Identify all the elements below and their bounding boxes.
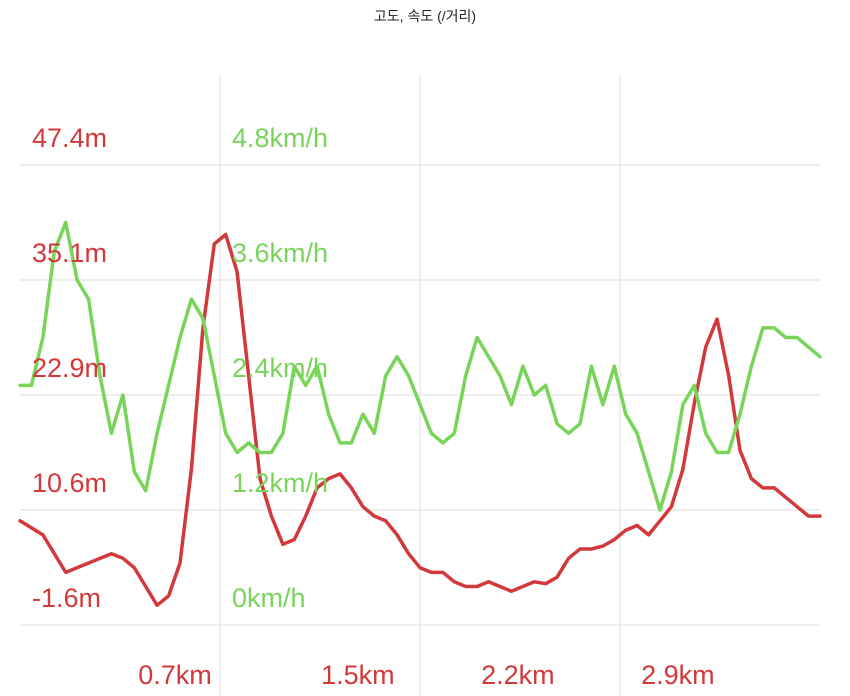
elevation-series-line [18, 232, 822, 608]
speed-series-line [18, 220, 822, 512]
y-right-tick-label: 1.2km/h [232, 468, 328, 498]
tick-labels: -1.6m 10.6m 22.9m 35.1m 47.4m 0km/h 1.2km/h 2.4… [32, 123, 715, 690]
chart-title: 고도, 속도 (/거리) [373, 8, 477, 24]
x-tick-label: 2.2km [481, 660, 555, 690]
grid [20, 75, 820, 696]
x-tick-label: 1.5km [321, 660, 395, 690]
y-right-tick-label: 2.4km/h [232, 353, 328, 383]
series-layer [18, 220, 822, 608]
x-tick-label: 2.9km [641, 660, 715, 690]
y-right-tick-label: 4.8km/h [232, 123, 328, 153]
x-tick-label: 0.7km [138, 660, 212, 690]
y-left-tick-label: 35.1m [32, 238, 107, 268]
y-left-tick-label: -1.6m [32, 583, 101, 613]
y-left-tick-label: 10.6m [32, 468, 107, 498]
y-left-tick-label: 22.9m [32, 353, 107, 383]
y-right-tick-label: 0km/h [232, 583, 306, 613]
y-right-tick-label: 3.6km/h [232, 238, 328, 268]
y-left-tick-label: 47.4m [32, 123, 107, 153]
